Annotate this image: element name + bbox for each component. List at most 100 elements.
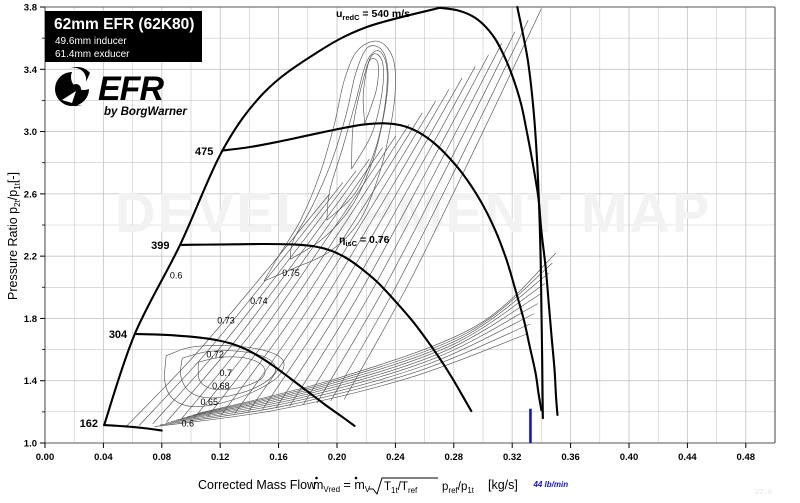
efficiency-contour-line [179, 147, 383, 421]
watermark-text: DEVELOPMENT MAP [115, 181, 711, 244]
Tref-sub: ref [408, 486, 418, 495]
plot-curves [103, 5, 559, 432]
efficiency-contour-line [261, 77, 463, 411]
T1t-sub: 1t [391, 486, 398, 495]
efficiency-contour-line [152, 170, 357, 425]
turbine-swirl-icon [55, 66, 90, 107]
efficiency-contour-line [138, 182, 344, 426]
efficiency-contour-line [154, 333, 527, 427]
speed-line-162 [103, 424, 163, 432]
pressure-ratio-term: pref/p1t [442, 481, 475, 495]
y-axis-slash: /p [6, 190, 20, 200]
efficiency-contour-line [193, 135, 397, 419]
eta-value: = 0.76 [357, 234, 390, 246]
peak-efficiency-annotation: ηisC = 0.76 [339, 234, 390, 248]
y-tick-label: 3.4 [24, 65, 38, 76]
efficiency-contour-line [181, 283, 546, 419]
speed-line-475 [221, 122, 543, 412]
x-tick-label: 0.24 [386, 452, 405, 463]
efficiency-island-contour [197, 356, 266, 391]
efficiency-contour-line [220, 112, 423, 416]
surge-line [103, 6, 441, 427]
efficiency-label-0-75-7: 0.75 [282, 268, 300, 278]
efficiency-contour-line [330, 19, 529, 402]
efficiency-island-contour [326, 50, 388, 221]
efficiency-contour-line [125, 193, 330, 428]
T1t: T [384, 481, 391, 493]
efficiency-label-0-65-1: 0.65 [200, 397, 218, 407]
efficiency-label-0-6-0: 0.6 [170, 270, 183, 280]
efficiency-label-0-68-2: 0.68 [212, 381, 230, 391]
eta-subscript: isC [345, 239, 357, 248]
x-tick-label: 0.04 [94, 452, 113, 463]
uredc-value: = 540 m/s [360, 8, 411, 20]
x-tick-label: 0.12 [211, 452, 230, 463]
x-tick-label: 0.20 [328, 452, 347, 463]
inducer-spec: 49.6mm inducer [55, 36, 127, 47]
y-axis-main: Pressure Ratio [6, 217, 20, 300]
efficiency-contour-line [207, 124, 410, 418]
speed-label-162: 162 [80, 418, 98, 430]
y-tick-label: 1.4 [24, 376, 38, 387]
efficiency-label-0-73-5: 0.73 [217, 315, 235, 325]
speed-label-475: 475 [195, 146, 213, 158]
model-name: 62mm EFR (62K80) [54, 16, 194, 33]
curve-labels: 162 304 399 475 0.6 0.65 0.68 0.7 0.72 0.73 0.74 0.… [80, 146, 300, 430]
mdot-overdot-1 [315, 476, 318, 480]
efr-wordmark: EFR [98, 70, 164, 108]
x-tick-label: 0.40 [620, 452, 639, 463]
pref-sub: ref [448, 486, 458, 495]
x-tick-label: 0.16 [269, 452, 288, 463]
efficiency-contour-line [302, 43, 502, 405]
eta-symbol: η [339, 234, 345, 246]
efficiency-contour-line [187, 273, 549, 418]
y-axis-p2-sub: 2t [13, 199, 22, 206]
y-tick-label: 3.0 [24, 127, 37, 138]
mdot-v-sub: Vred [323, 485, 340, 494]
svg-text:uredC = 540 m/s: uredC = 540 m/s [336, 8, 410, 22]
y-tick-label: 1.0 [24, 439, 37, 450]
mdot-v: m [313, 478, 323, 492]
svg-text:Corrected Mass Flow: Corrected Mass Flow [198, 478, 317, 492]
speed-label-399: 399 [151, 240, 169, 252]
formula-eq: = [344, 478, 351, 492]
borgwarner-byline: by BorgWarner [104, 106, 187, 118]
efficiency-label-0-72-4: 0.72 [206, 350, 224, 360]
efficiency-island-contour [351, 53, 384, 170]
efficiency-label-0-74-6: 0.74 [250, 296, 268, 306]
efficiency-contour-line [275, 66, 476, 409]
x-axis-formula: mVred = mV [313, 478, 371, 494]
uredc-symbol: u [336, 8, 342, 20]
speed-line-304 [133, 332, 356, 427]
top-speed-annotation: uredC = 540 m/s [336, 8, 410, 22]
sqrt-radical [369, 477, 438, 496]
blue-marker-label: 44 lb/min [532, 480, 568, 489]
p1t-sub: 1t [467, 486, 474, 495]
x-tick-label: 0.36 [561, 452, 580, 463]
Tref-slash: /T [398, 481, 408, 493]
p1t-slash: /p [458, 481, 468, 493]
speed-label-304: 304 [109, 329, 128, 341]
title-box: 62mm EFR (62K80) 49.6mm inducer 61.4mm e… [45, 11, 202, 62]
speed-line-540 [438, 6, 559, 417]
efficiency-contour-line [234, 101, 436, 414]
x-tick-label: 0.44 [678, 452, 697, 463]
pref: p [442, 481, 448, 493]
efficiency-island-contour [263, 40, 396, 282]
efficiency-island-contour [164, 345, 285, 407]
efficiency-contour-line [176, 293, 542, 421]
efficiency-contour-line [192, 262, 553, 416]
svg-text:ηisC = 0.76: ηisC = 0.76 [339, 234, 390, 248]
uredc-subscript: redC [342, 13, 360, 22]
x-tick-label: 0.00 [36, 452, 55, 463]
x-axis-units: [kg/s] [488, 478, 518, 492]
y-tick-label: 2.2 [24, 252, 37, 263]
mdot-v2: m [354, 478, 364, 492]
efficiency-contour-line [316, 31, 516, 404]
x-tick-label: 0.48 [737, 452, 756, 463]
efficiency-contour-line [159, 323, 531, 426]
efficiency-contour-line [165, 313, 535, 424]
efficiency-contour-line [166, 158, 370, 423]
